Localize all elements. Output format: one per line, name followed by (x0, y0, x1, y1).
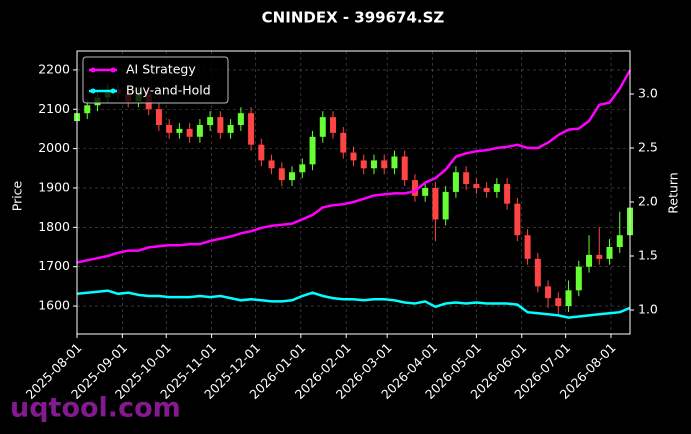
candle-body (432, 187, 439, 220)
candle-body (422, 187, 429, 196)
candle-body (84, 105, 91, 114)
y-tick-label: 1900 (38, 179, 70, 194)
candle-body (534, 258, 541, 287)
candle-body (155, 109, 162, 125)
candle-body (350, 152, 357, 161)
legend-label: Buy-and-Hold (126, 83, 211, 98)
candle-body (278, 168, 285, 181)
candle-body (237, 113, 244, 125)
candle-body (483, 187, 490, 192)
candle-body (452, 172, 459, 192)
candle-body (217, 117, 224, 133)
candle-body (227, 124, 234, 133)
candle-body (299, 164, 306, 173)
y2-tick-label: 1.0 (638, 302, 658, 317)
candle-body (268, 160, 275, 169)
candle-body (565, 290, 572, 307)
series-line (76, 289, 631, 319)
watermark: uqtool.com (10, 393, 181, 424)
y2-tick-label: 3.0 (638, 85, 658, 100)
legend-box (82, 56, 229, 104)
candle-body (340, 132, 347, 153)
candle-body (196, 124, 203, 137)
candle-body (586, 254, 593, 267)
candle-body (248, 113, 255, 145)
y2-tick-label: 2.0 (638, 194, 658, 209)
candle-body (616, 235, 623, 248)
y-tick-label: 2000 (38, 140, 70, 155)
candle-body (166, 124, 173, 133)
candle-body (504, 184, 511, 204)
y2-axis-label: Return (666, 172, 681, 213)
candle-body (606, 247, 613, 259)
candle-body (207, 117, 214, 125)
candle-body (319, 117, 326, 137)
candle-body (309, 136, 316, 165)
candle-body (370, 160, 377, 169)
candle-body (463, 172, 470, 185)
legend-marker (90, 67, 96, 73)
y-tick-label: 1600 (38, 298, 70, 313)
legend-marker (90, 88, 96, 94)
candle-body (360, 160, 367, 169)
candle-body (514, 203, 521, 236)
candle-body (575, 266, 582, 291)
candle-body (289, 172, 296, 181)
candle-body (330, 117, 337, 133)
candle-body (411, 180, 418, 196)
candle-body (176, 128, 183, 133)
candle-body (391, 156, 398, 169)
candle-body (258, 144, 265, 161)
y-tick-label: 2200 (38, 61, 70, 76)
candle-body (493, 184, 500, 192)
legend-marker (110, 88, 116, 94)
candle-body (442, 191, 449, 220)
candle-body (473, 184, 480, 188)
y-axis-label: Price (10, 180, 25, 211)
legend-label: AI Strategy (126, 62, 196, 77)
legend: AI Strategy Buy-and-Hold (82, 56, 229, 104)
legend-marker (110, 67, 116, 73)
y-tick-label: 2100 (38, 101, 70, 116)
candle-body (401, 156, 408, 181)
y2-tick-label: 2.5 (638, 139, 658, 154)
candle-body (545, 286, 552, 299)
y2-tick-label: 1.5 (638, 248, 658, 263)
candle-body (524, 235, 531, 259)
y-tick-label: 1700 (38, 258, 70, 273)
plot-frame (76, 50, 631, 335)
candle-body (381, 160, 388, 169)
chart-title: CNINDEX - 399674.SZ (262, 9, 445, 27)
candle-body (596, 254, 603, 259)
y-tick-label: 1800 (38, 219, 70, 234)
candle-body (555, 298, 562, 307)
series-line (76, 69, 632, 264)
candle-body (186, 128, 193, 137)
